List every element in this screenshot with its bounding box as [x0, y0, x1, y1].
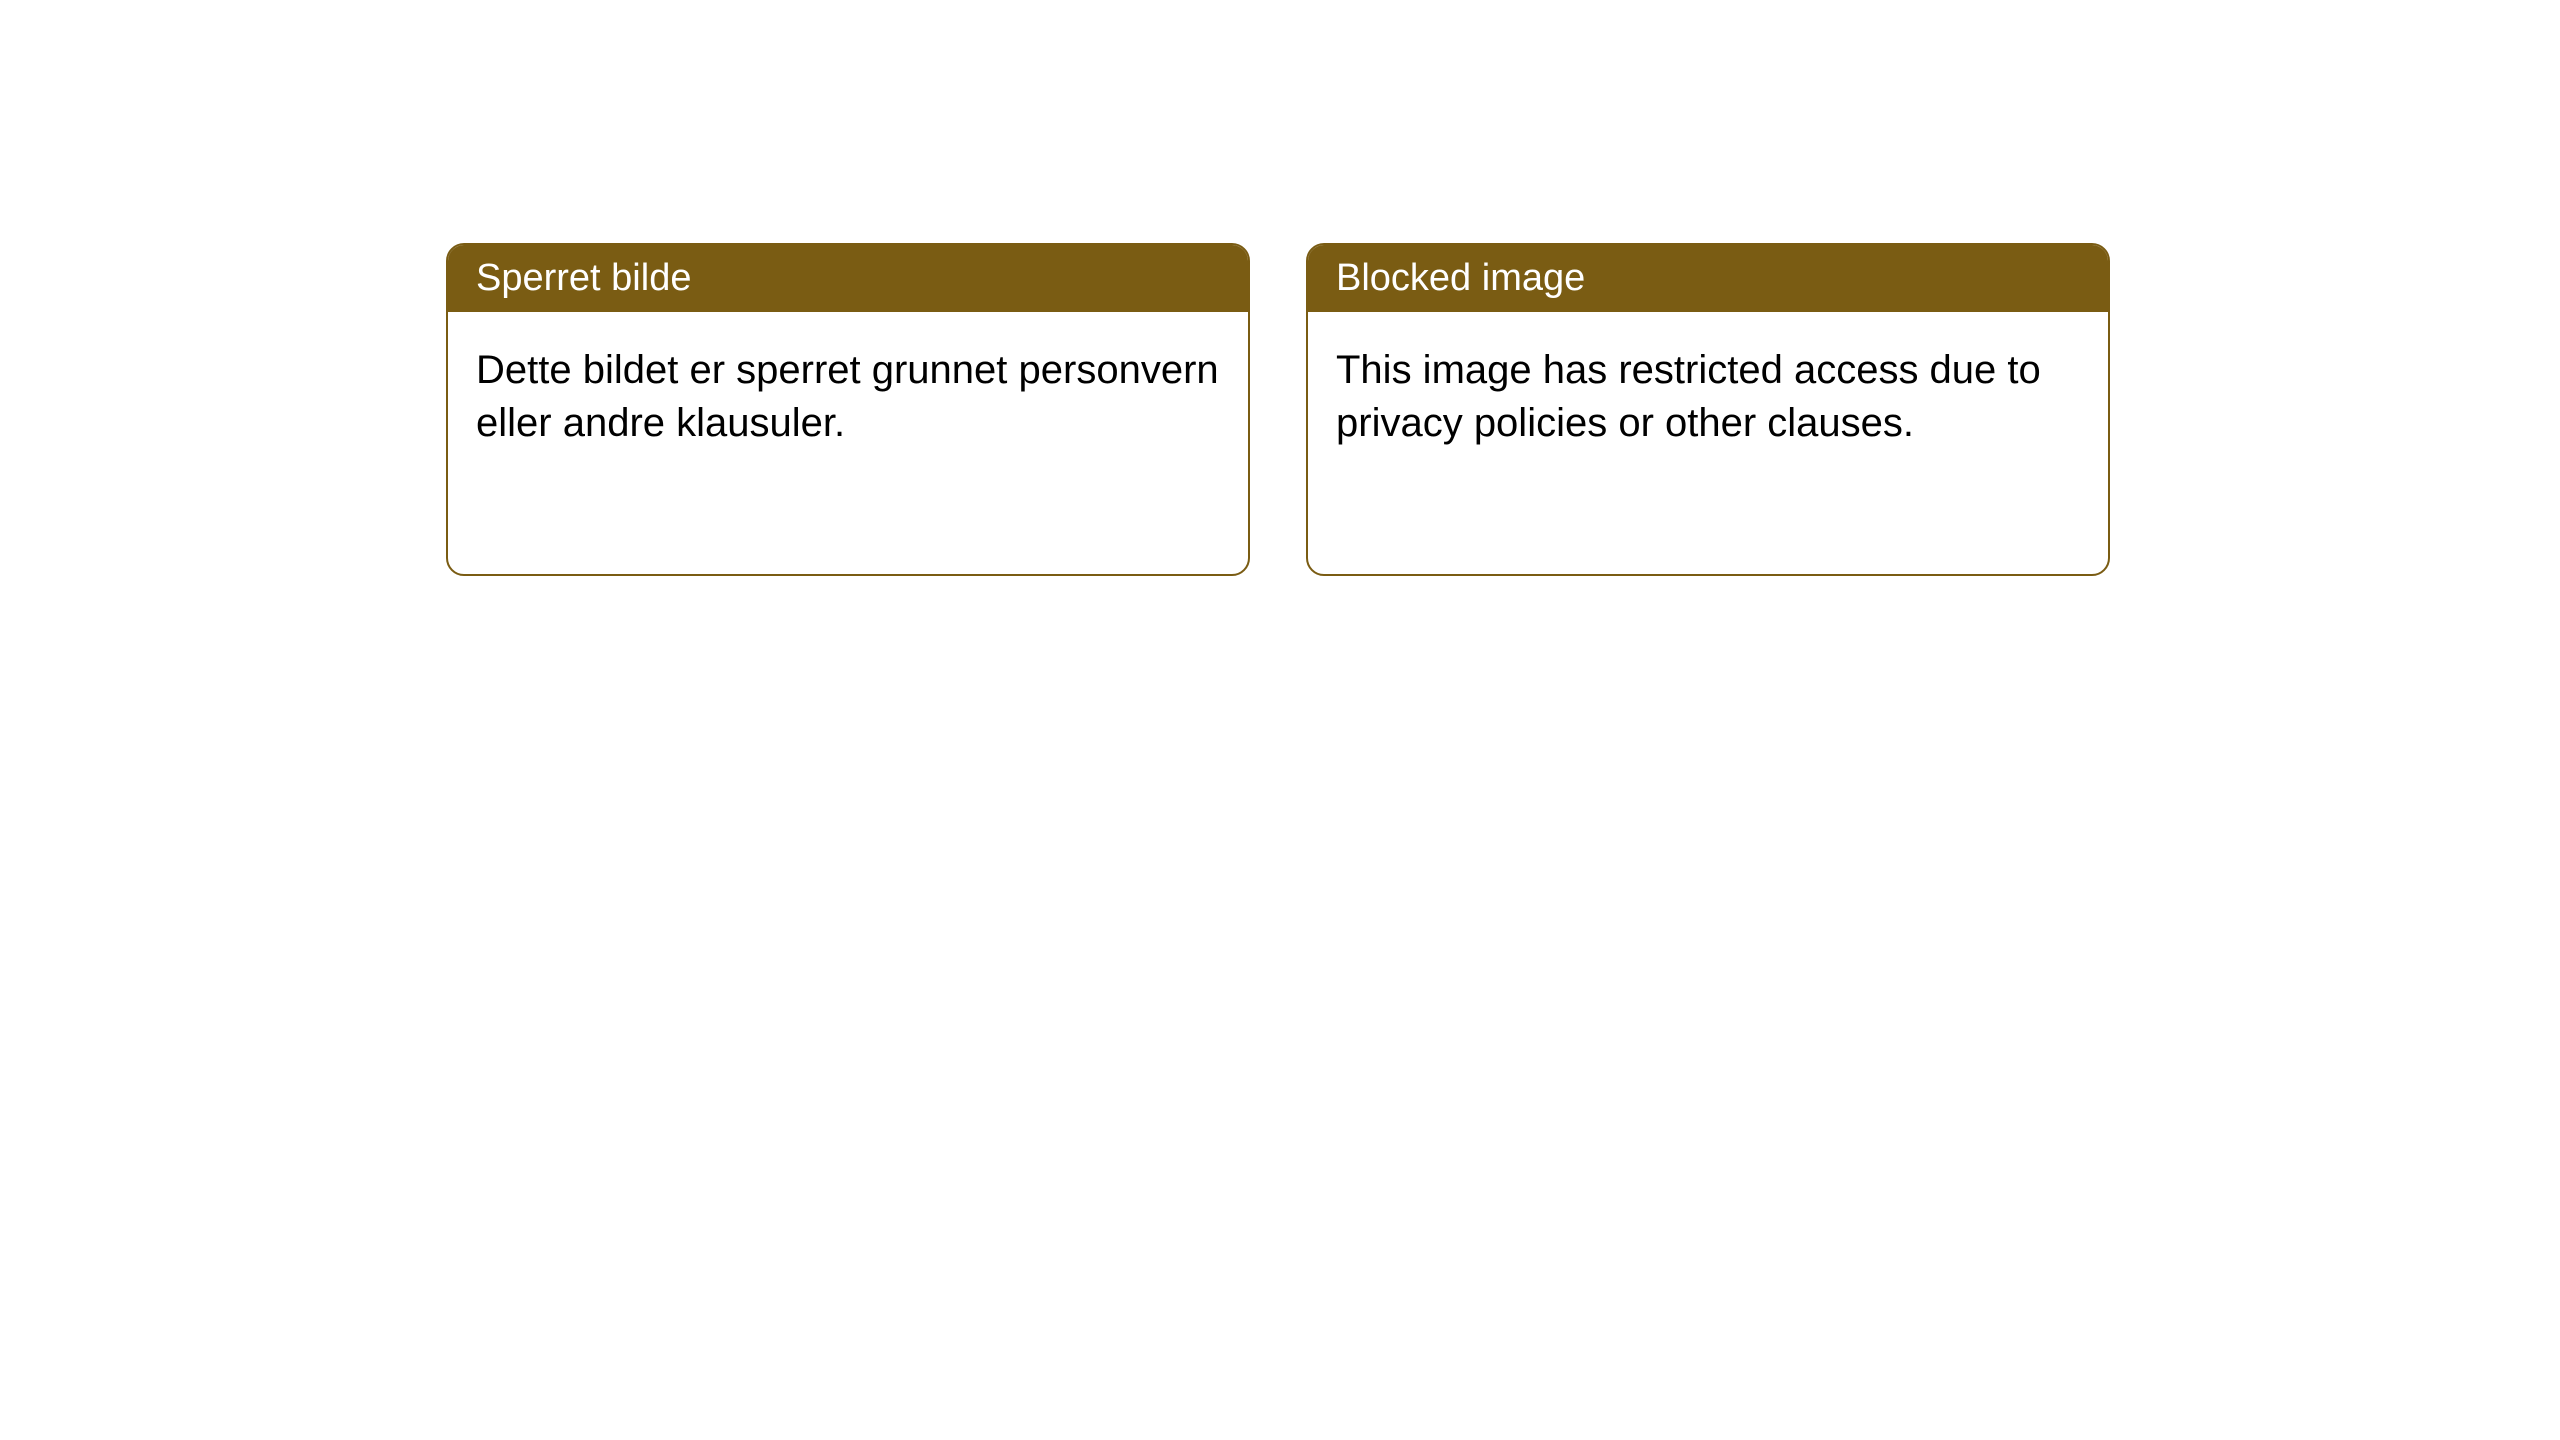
notice-card-norwegian: Sperret bilde Dette bildet er sperret gr… [446, 243, 1250, 576]
notice-cards-container: Sperret bilde Dette bildet er sperret gr… [446, 243, 2110, 576]
card-title: Blocked image [1336, 257, 1585, 299]
card-body-text: This image has restricted access due to … [1336, 348, 2041, 445]
card-body: This image has restricted access due to … [1308, 312, 2108, 482]
card-body: Dette bildet er sperret grunnet personve… [448, 312, 1248, 482]
card-title: Sperret bilde [476, 257, 691, 299]
card-header: Sperret bilde [448, 245, 1248, 312]
notice-card-english: Blocked image This image has restricted … [1306, 243, 2110, 576]
card-body-text: Dette bildet er sperret grunnet personve… [476, 348, 1219, 445]
card-header: Blocked image [1308, 245, 2108, 312]
